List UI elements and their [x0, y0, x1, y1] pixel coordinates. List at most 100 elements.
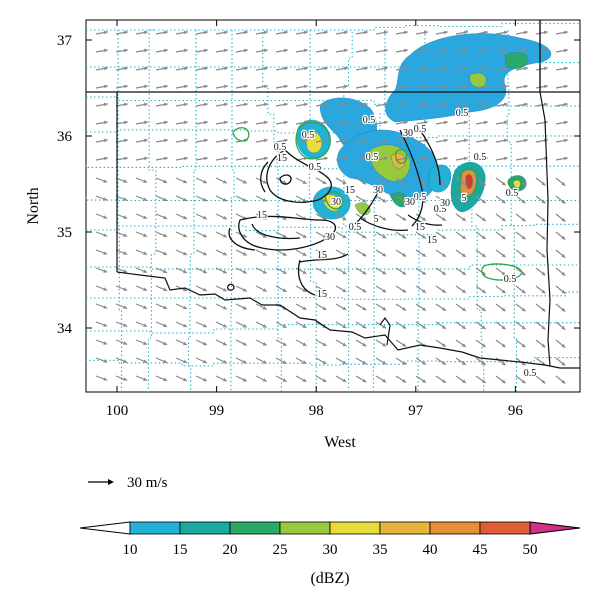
wind-arrowhead	[481, 325, 486, 329]
wind-arrowhead	[224, 84, 228, 89]
contour-line-black	[297, 259, 316, 296]
wind-arrowhead	[422, 289, 426, 293]
wind-arrowhead	[144, 102, 148, 107]
wind-arrowhead	[344, 48, 348, 53]
county-line	[308, 30, 317, 392]
wind-arrowhead	[362, 360, 367, 365]
reflectivity-cell	[512, 179, 521, 188]
wind-arrowhead	[143, 233, 148, 237]
contour-value-label: 15	[415, 222, 425, 233]
wind-arrowhead	[424, 84, 428, 89]
wind-arrowhead	[382, 198, 387, 203]
wind-arrowhead	[342, 342, 347, 346]
wind-arrowhead	[163, 197, 168, 202]
contour-value-label: 15	[317, 250, 327, 261]
wind-arrowhead	[322, 288, 327, 292]
wind-arrowhead	[304, 48, 308, 53]
wind-arrowhead	[344, 120, 348, 125]
wind-arrowhead	[242, 270, 247, 274]
colorbar-segment	[479, 521, 531, 535]
wind-arrowhead	[224, 138, 228, 143]
colorbar-low-extension	[79, 521, 131, 535]
wind-arrowhead	[382, 324, 387, 329]
wind-arrowhead	[481, 235, 486, 239]
wind-arrowhead	[524, 66, 528, 71]
wind-arrowhead	[402, 379, 407, 383]
wind-arrowhead	[342, 360, 347, 364]
wind-arrowhead	[524, 48, 528, 53]
wind-arrowhead	[183, 179, 187, 184]
wind-arrowhead	[103, 269, 108, 273]
wind-arrowhead	[103, 251, 108, 255]
wind-arrowhead	[561, 253, 566, 258]
wind-arrowhead	[461, 307, 466, 311]
wind-arrowhead	[183, 287, 187, 292]
contour-value-label: 0.5	[524, 368, 537, 379]
y-tick-label: 35	[57, 225, 72, 241]
wind-arrowhead	[461, 217, 466, 221]
wind-arrowhead	[564, 30, 568, 35]
wind-arrowhead	[441, 199, 446, 203]
wind-arrowhead	[123, 233, 128, 237]
wind-arrowhead	[264, 102, 268, 107]
wind-arrowhead	[464, 138, 468, 143]
wind-arrowhead	[304, 84, 308, 89]
wind-arrowhead	[262, 234, 267, 238]
wind-arrowhead	[104, 30, 108, 35]
wind-arrowhead	[264, 156, 268, 161]
wind-arrowhead	[364, 120, 368, 125]
contour-line-green	[459, 168, 479, 197]
contour-line-black	[260, 161, 269, 193]
wind-arrowhead	[322, 342, 327, 346]
contour-line-black	[359, 217, 409, 232]
wind-arrowhead	[444, 138, 448, 143]
wind-arrowhead	[222, 305, 227, 310]
wind-arrowhead	[541, 325, 546, 330]
wind-arrowhead	[262, 342, 267, 346]
wind-arrowhead	[501, 199, 506, 204]
wind-arrowhead	[364, 66, 368, 71]
colorbar-tick-label: 25	[273, 542, 288, 558]
contour-line-green	[507, 177, 523, 192]
wind-arrowhead	[504, 156, 508, 161]
wind-arrowhead	[164, 120, 168, 125]
wind-arrowhead	[561, 379, 566, 384]
wind-arrowhead	[444, 120, 448, 125]
wind-arrowhead	[422, 253, 426, 257]
contour-line-green	[481, 263, 523, 281]
wind-arrowhead	[481, 217, 486, 221]
wind-arrowhead	[264, 66, 268, 71]
wind-arrowhead	[143, 251, 148, 255]
wind-arrowhead	[184, 120, 188, 125]
wind-arrowhead	[144, 48, 148, 53]
wind-arrowhead	[404, 120, 408, 125]
wind-arrowhead	[402, 289, 407, 293]
wind-arrowhead	[144, 66, 148, 71]
wind-arrowhead	[184, 102, 188, 107]
wind-arrowhead	[404, 48, 408, 53]
wind-arrowhead	[104, 156, 108, 161]
wind-arrowhead	[342, 378, 347, 382]
contour-value-label: 0.5	[349, 222, 362, 233]
state-boundary	[116, 271, 580, 369]
wind-arrowhead	[444, 66, 448, 71]
contour-value-label: 30	[373, 185, 383, 196]
wind-arrowhead	[124, 84, 128, 89]
wind-arrowhead	[103, 323, 108, 327]
wind-arrowhead	[284, 156, 288, 161]
wind-arrowhead	[144, 156, 148, 161]
wind-arrowhead	[561, 343, 566, 348]
y-axis-ticks: 37 36 35 34	[57, 33, 580, 337]
wind-arrowhead	[262, 270, 267, 274]
county-line	[466, 30, 485, 392]
wind-arrowhead	[224, 120, 228, 125]
wind-arrowhead	[422, 271, 426, 275]
wind-arrowhead	[484, 48, 488, 53]
contour-line-green	[394, 148, 408, 164]
reflectivity-cell	[304, 131, 323, 154]
wind-arrowhead	[242, 234, 247, 238]
wind-arrowhead	[184, 156, 188, 161]
wind-arrowhead	[382, 288, 387, 293]
wind-arrowhead	[501, 235, 506, 240]
wind-arrowhead	[123, 251, 128, 255]
